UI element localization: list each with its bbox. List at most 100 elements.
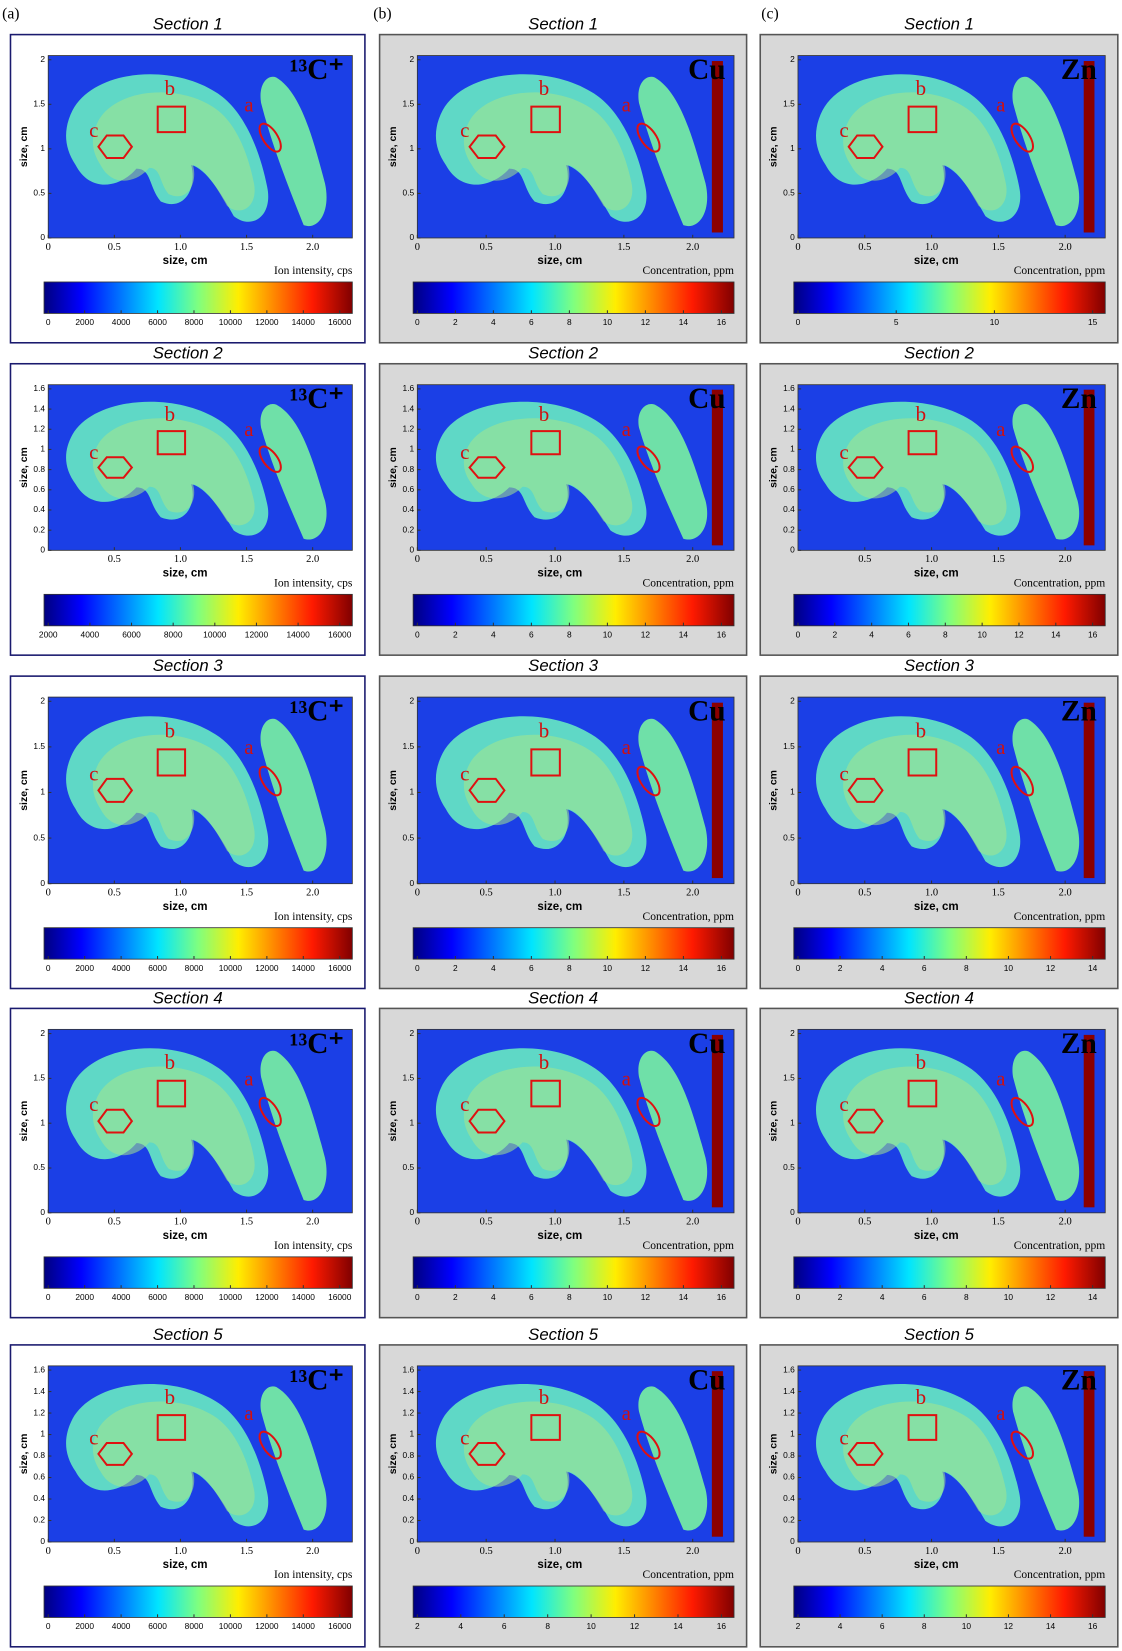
region-label: b [539,718,549,742]
y-tick-label: 0 [410,878,415,888]
colorbar-tick-label: 14 [679,1292,689,1302]
y-axis-label: size, cm [388,1101,399,1142]
x-tick-label: 1.0 [925,1217,938,1228]
y-axis-label: size, cm [769,1434,780,1475]
colorbar-tick-label: 16 [1088,629,1098,639]
x-tick-label: 0.5 [108,1217,121,1228]
region-label: a [244,417,254,441]
colorbar-tick-label: 4 [458,1621,463,1631]
element-label: Cu [688,383,726,415]
panel-title: Section 3 [528,656,599,675]
y-tick-label: 1.4 [403,1386,415,1396]
element-label: Cu [688,1028,726,1060]
panel-label: (c) [761,5,778,22]
element-label: Zn [1061,1028,1097,1060]
colorbar-tick-label: 10000 [219,317,243,327]
colorbar-tick-label: 0 [415,629,420,639]
y-tick-label: 1 [410,444,415,454]
x-tick-label: 0.5 [858,242,871,253]
x-tick-label: 0 [415,1217,420,1228]
y-tick-label: 1.5 [403,1073,415,1083]
colorbar-tick-label: 10000 [219,963,243,973]
x-tick-label: 0 [415,242,420,253]
colorbar-tick-label: 10 [603,629,613,639]
colorbar-tick-label: 14000 [286,629,310,639]
colorbar [413,282,734,313]
y-tick-label: 1.6 [33,383,45,393]
region-label: b [165,76,175,100]
element-label: ¹³C⁺ [290,383,344,415]
x-tick-label: 0.5 [858,1546,871,1557]
colorbar-tick-label: 14 [1051,629,1061,639]
y-tick-label: 0.5 [783,1162,795,1172]
colorbar-tick-label: 12 [1046,963,1056,973]
y-tick-label: 0.2 [783,524,795,534]
x-tick-label: 1.0 [548,1217,561,1228]
x-tick-label: 2.0 [1059,242,1072,253]
colorbar-tick-label: 12 [641,963,651,973]
x-tick-label: 0.5 [480,1546,493,1557]
colorbar-tick-label: 8 [567,629,572,639]
x-axis-label: size, cm [163,901,208,913]
y-tick-label: 0.8 [783,1450,795,1460]
x-tick-label: 1.0 [925,242,938,253]
x-tick-label: 0 [415,554,420,565]
colorbar [413,1586,734,1617]
colorbar-tick-label: 16000 [328,1292,352,1302]
colorbar-tick-label: 2 [453,629,458,639]
y-tick-label: 1 [40,787,45,797]
x-axis-label: size, cm [537,1559,582,1571]
panel-title: Section 5 [153,1325,224,1344]
x-tick-label: 1.5 [617,242,630,253]
colorbar-tick-label: 4 [491,1292,496,1302]
colorbar-tick-label: 14 [679,629,689,639]
colorbar-tick-label: 2000 [75,317,94,327]
colorbar-tick-label: 4 [491,963,496,973]
colorbar-label: Ion intensity, cps [274,578,353,590]
y-tick-label: 1.2 [403,423,415,433]
colorbar-tick-label: 12 [1046,1292,1056,1302]
y-tick-label: 0.5 [403,832,415,842]
region-label: c [460,118,469,142]
element-label: ¹³C⁺ [290,1028,344,1060]
panel-title: Section 4 [528,988,598,1007]
x-axis-label: size, cm [537,1230,582,1242]
region-label: b [916,1385,926,1409]
panel-label: (a) [2,5,19,22]
y-tick-label: 0 [40,878,45,888]
colorbar-tick-label: 12000 [255,1621,279,1631]
x-axis-label: size, cm [914,1230,959,1242]
y-tick-label: 0.8 [783,464,795,474]
x-tick-label: 2.0 [686,1546,699,1557]
y-tick-label: 1.5 [783,741,795,751]
colorbar-tick-label: 5 [894,317,899,327]
x-tick-label: 0 [795,888,800,899]
x-tick-label: 1.0 [548,1546,561,1557]
y-tick-label: 0.2 [33,1515,45,1525]
region-label: a [622,92,632,116]
y-tick-label: 1 [40,1117,45,1127]
y-tick-label: 1.4 [33,1386,45,1396]
colorbar-tick-label: 4 [869,629,874,639]
y-tick-label: 0 [40,1207,45,1217]
y-tick-label: 0.2 [403,524,415,534]
y-tick-label: 1 [40,143,45,153]
colorbar-label: Concentration, ppm [643,1569,735,1581]
x-axis-label: size, cm [914,255,959,267]
element-label: ¹³C⁺ [290,696,344,728]
region-label: b [165,1050,175,1074]
x-tick-label: 1.5 [240,888,253,899]
colorbar-tick-label: 6000 [122,629,141,639]
colorbar [794,282,1105,313]
colorbar [413,594,734,625]
x-tick-label: 2.0 [1059,1217,1072,1228]
colorbar-tick-label: 6 [922,1292,927,1302]
element-label: ¹³C⁺ [290,54,344,86]
y-axis-label: size, cm [19,126,30,167]
colorbar-tick-label: 10 [603,1292,613,1302]
x-tick-label: 1.5 [992,888,1005,899]
colorbar-tick-label: 4 [491,317,496,327]
panel-title: Section 2 [904,344,975,363]
element-label: Cu [688,1364,726,1396]
x-tick-label: 1.0 [174,1546,187,1557]
